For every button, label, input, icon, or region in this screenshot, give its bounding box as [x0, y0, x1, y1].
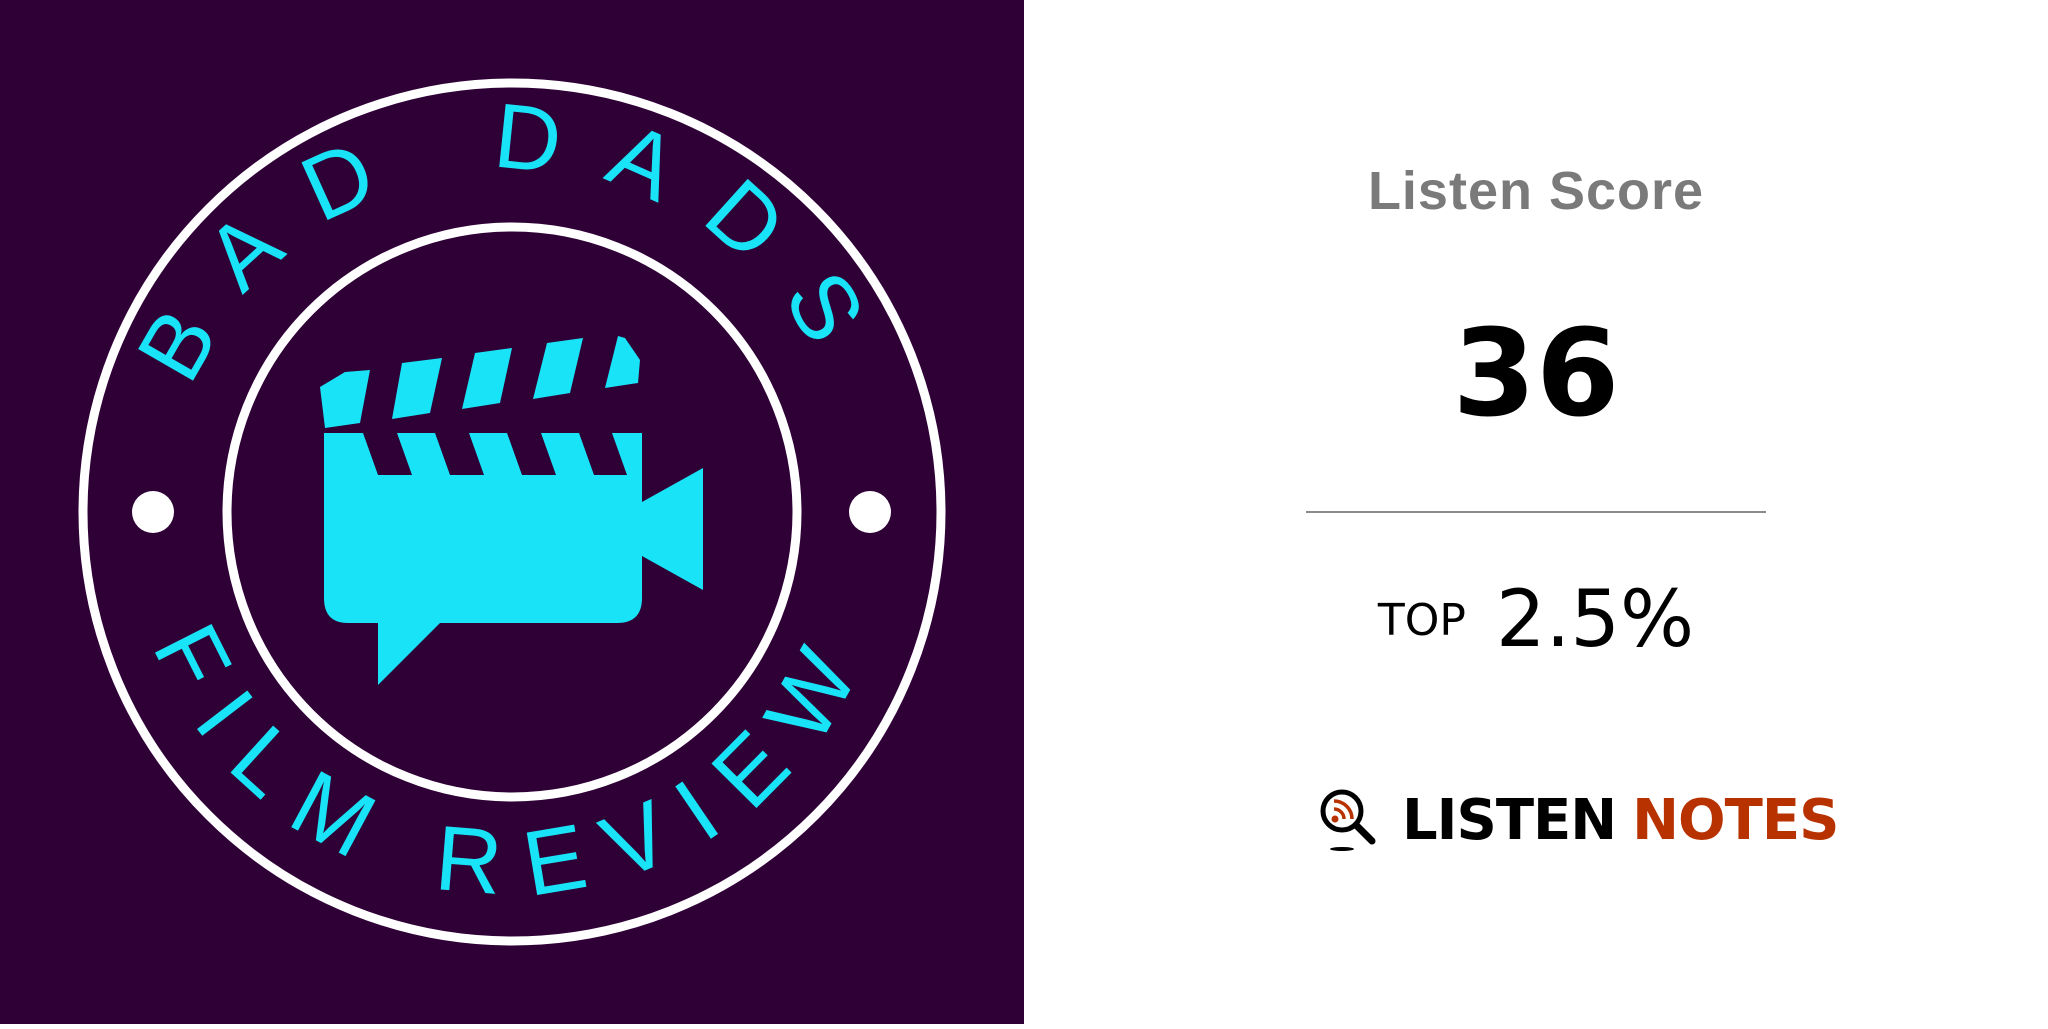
listen-score-value: 36 [1452, 305, 1620, 444]
brand-word-listen: LISTEN [1402, 787, 1617, 853]
logo-text-top: BAD DADS [118, 85, 906, 398]
rank-percentile: TOP 2.5% [1306, 575, 1766, 665]
dot-left [132, 491, 174, 533]
listen-notes-logo: LISTEN NOTES [1318, 785, 1839, 855]
dot-right [849, 491, 891, 533]
logo-text-bottom: FILM REVIEW [134, 607, 892, 917]
inner-ring [222, 222, 802, 802]
bad-dads-logo: BAD DADS FILM REVIEW [78, 78, 946, 946]
listen-score-title: Listen Score [1367, 161, 1705, 221]
magnifier-rss-icon [1320, 789, 1376, 851]
camera-speech-icon [320, 336, 703, 685]
outer-ring [78, 78, 946, 946]
podcast-artwork: BAD DADS FILM REVIEW [0, 0, 1024, 1024]
divider [1306, 511, 1766, 513]
rank-value: 2.5% [1495, 575, 1695, 665]
brand-word-notes: NOTES [1632, 787, 1839, 853]
rank-prefix: TOP [1377, 594, 1466, 646]
